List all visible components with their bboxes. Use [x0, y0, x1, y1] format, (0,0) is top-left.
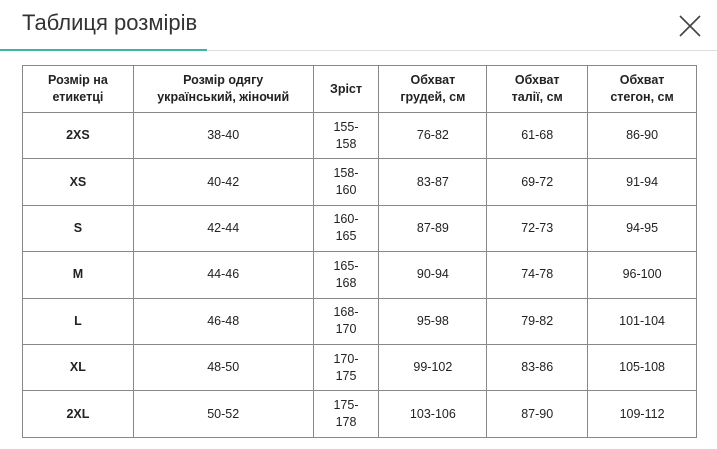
table-cell: 50-52	[132, 390, 314, 438]
table-row: XL 48-50 170- 175 99-102 83-86 105-108	[22, 343, 697, 392]
cell-line: 155-	[333, 119, 359, 134]
table-cell: 87-89	[378, 204, 488, 253]
cell-line: 160	[335, 183, 357, 198]
table-cell: 74-78	[486, 251, 589, 299]
table-cell: 168- 170	[312, 297, 380, 345]
divider	[0, 50, 717, 51]
table-row: XS 40-42 158- 160 83-87 69-72 91-94	[22, 158, 697, 206]
table-row: M 44-46 165- 168 90-94 74-78 96-100	[22, 251, 697, 299]
size-label: 2XL	[22, 390, 134, 438]
table-cell: 42-44	[132, 204, 314, 253]
size-label: XS	[22, 158, 134, 206]
column-header: Обхват талії, см	[486, 65, 589, 113]
column-header: Обхват стегон, см	[587, 65, 697, 113]
table-cell: 87-90	[486, 390, 589, 438]
size-label: 2XS	[22, 111, 134, 160]
table-cell: 165- 168	[312, 251, 380, 299]
cell-line: 160-	[333, 212, 359, 227]
table-cell: 96-100	[587, 251, 697, 299]
table-cell: 158- 160	[312, 158, 380, 206]
column-header: Обхват грудей, см	[378, 65, 488, 113]
table-cell: 79-82	[486, 297, 589, 345]
size-label: L	[22, 297, 134, 345]
size-table: Розмір на етикетці Розмір одягу український…	[22, 65, 697, 438]
table-cell: 90-94	[378, 251, 488, 299]
table-cell: 86-90	[587, 111, 697, 160]
cell-line: 175-	[333, 398, 359, 413]
title-underline	[0, 49, 207, 51]
size-label: XL	[22, 343, 134, 392]
cell-line: 165	[335, 229, 357, 244]
table-cell: 175- 178	[312, 390, 380, 438]
table-cell: 38-40	[132, 111, 314, 160]
table-cell: 160- 165	[312, 204, 380, 253]
cell-line: Розмір на	[48, 73, 108, 87]
close-button[interactable]	[678, 14, 702, 38]
cell-line: Обхват	[514, 73, 560, 87]
cell-line: грудей, см	[400, 90, 466, 104]
table-cell: 105-108	[587, 343, 697, 392]
table-row: 2XL 50-52 175- 178 103-106 87-90 109-112	[22, 390, 697, 438]
table-cell: 83-86	[486, 343, 589, 392]
cell-line: 168	[335, 275, 357, 290]
table-cell: 101-104	[587, 297, 697, 345]
table-row: 2XS 38-40 155- 158 76-82 61-68 86-90	[22, 111, 697, 160]
table-cell: 95-98	[378, 297, 488, 345]
table-cell: 72-73	[486, 204, 589, 253]
cell-line: 170	[335, 322, 357, 337]
cell-line: український, жіночий	[157, 90, 290, 104]
column-header: Розмір на етикетці	[22, 65, 134, 113]
table-cell: 69-72	[486, 158, 589, 206]
table-cell: 40-42	[132, 158, 314, 206]
cell-line: 168-	[333, 305, 359, 320]
table-cell: 99-102	[378, 343, 488, 392]
table-cell: 103-106	[378, 390, 488, 438]
table-cell: 109-112	[587, 390, 697, 438]
column-header: Зріст	[312, 65, 380, 113]
cell-line: талії, см	[511, 90, 563, 104]
column-header: Розмір одягу український, жіночий	[132, 65, 314, 113]
cell-line: етикетці	[52, 90, 104, 104]
cell-line: стегон, см	[610, 90, 674, 104]
table-row: L 46-48 168- 170 95-98 79-82 101-104	[22, 297, 697, 345]
modal-title: Таблиця розмірів	[22, 10, 198, 35]
table-cell: 155- 158	[312, 111, 380, 160]
table-cell: 83-87	[378, 158, 488, 206]
cell-line: Розмір одягу	[183, 73, 264, 87]
table-cell: 76-82	[378, 111, 488, 160]
cell-line: 158	[335, 136, 357, 151]
table-cell: 91-94	[587, 158, 697, 206]
table-cell: 44-46	[132, 251, 314, 299]
cell-line: Обхват	[410, 73, 456, 87]
table-cell: 61-68	[486, 111, 589, 160]
cell-line: 170-	[333, 351, 359, 366]
table-cell: 170- 175	[312, 343, 380, 392]
cell-line: Зріст	[329, 81, 362, 96]
cell-line: 175	[335, 368, 357, 383]
cell-line: 178	[335, 415, 357, 430]
table-cell: 48-50	[132, 343, 314, 392]
size-label: S	[22, 204, 134, 253]
cell-line: 165-	[333, 258, 359, 273]
table-cell: 94-95	[587, 204, 697, 253]
cell-line: 158-	[333, 166, 359, 181]
table-row: S 42-44 160- 165 87-89 72-73 94-95	[22, 204, 697, 253]
cell-line: Обхват	[619, 73, 665, 87]
table-cell: 46-48	[132, 297, 314, 345]
size-label: M	[22, 251, 134, 299]
